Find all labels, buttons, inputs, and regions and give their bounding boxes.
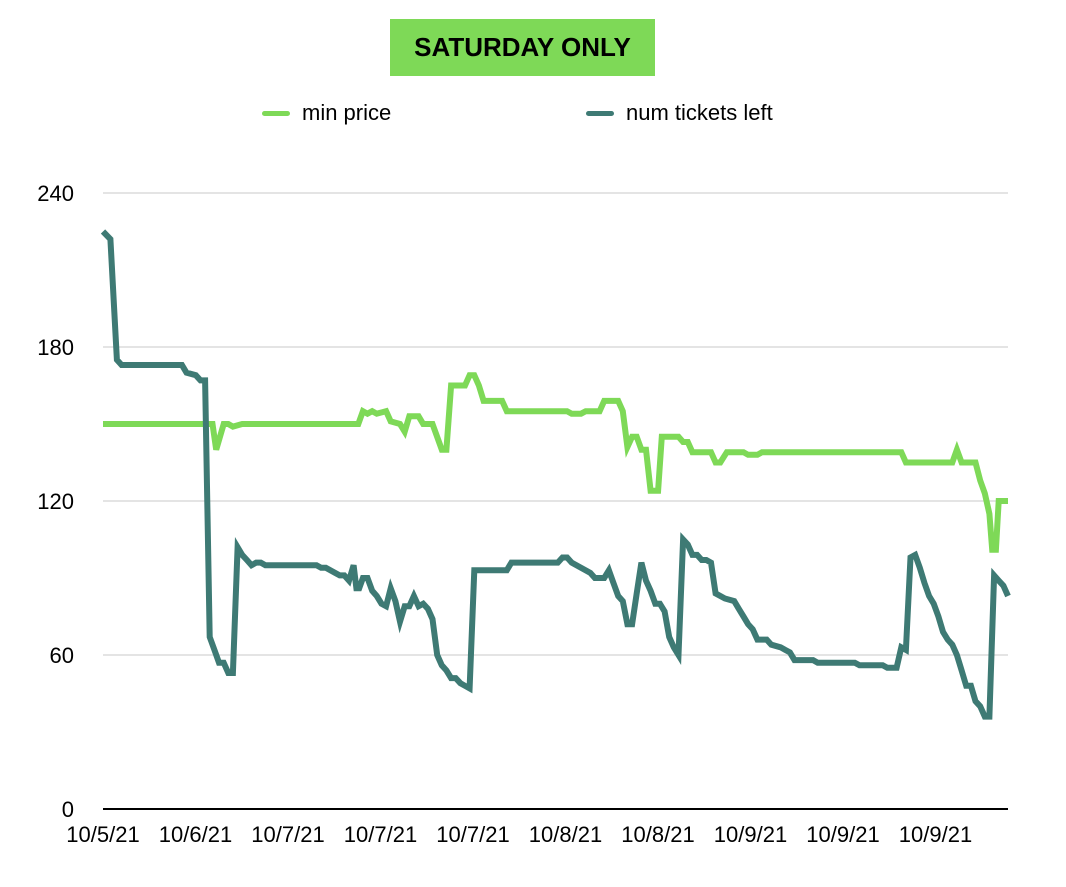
y-tick-label: 180 [37,335,74,360]
x-tick-label: 10/7/21 [344,822,417,847]
x-tick-label: 10/9/21 [806,822,879,847]
chart-title-background [390,19,655,76]
tick-layer: 0 60 120 180 240 10/5/21 10/6/21 10/7/21 10/7/21… [37,181,1008,847]
legend-label-min-price: min price [302,100,392,125]
x-tick-label: 10/7/21 [436,822,509,847]
x-tick-label: 10/8/21 [621,822,694,847]
x-tick-label: 10/8/21 [529,822,602,847]
x-tick-label: 10/6/21 [159,822,232,847]
chart-title: SATURDAY ONLY [414,32,631,62]
legend-swatch-num-tickets-left [586,110,614,116]
x-tick-label: 10/7/21 [251,822,324,847]
series-line-num-tickets-left [100,229,1011,720]
series-layer [100,229,1011,720]
x-tick-label: 10/5/21 [66,822,139,847]
grid-layer [103,192,1008,656]
x-tick-label: 10/9/21 [899,822,972,847]
y-tick-label: 60 [50,643,74,668]
legend-item-min-price: min price [262,100,391,126]
y-tick-label: 0 [62,797,74,822]
series-line-min-price [103,372,1008,553]
legend-item-num-tickets-left: num tickets left [586,100,773,126]
legend-label-num-tickets-left: num tickets left [626,100,773,125]
legend-swatch-min-price [262,110,290,116]
y-tick-label: 120 [37,489,74,514]
x-tick-label: 10/9/21 [714,822,787,847]
y-tick-label: 240 [37,181,74,206]
